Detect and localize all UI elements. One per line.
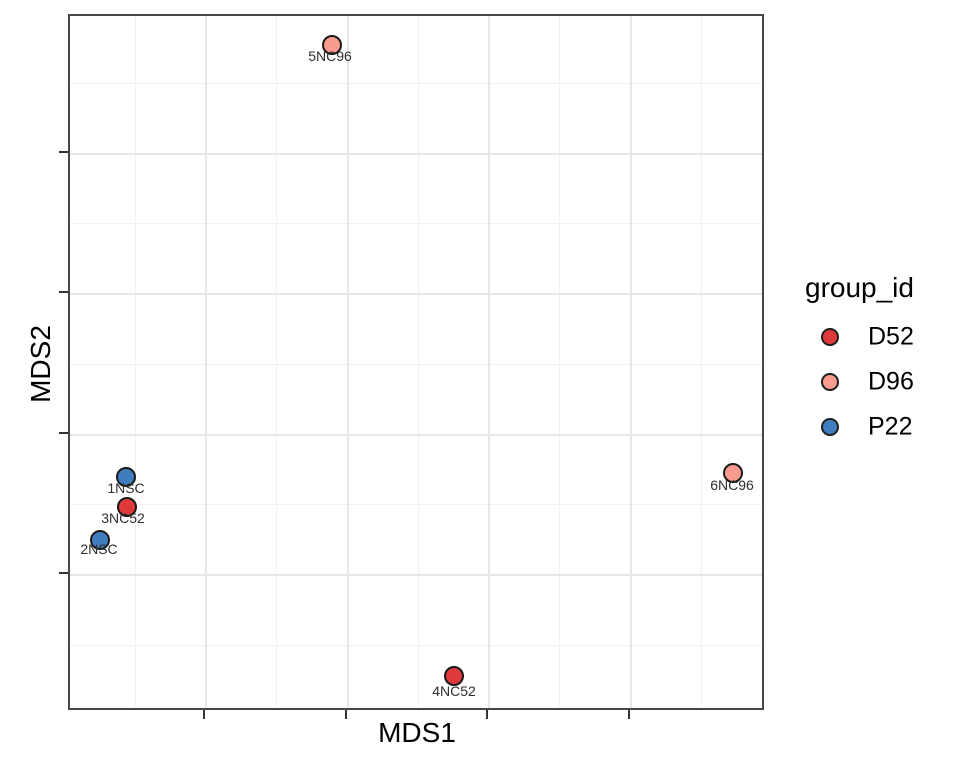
y-axis-tick [59,291,68,293]
horizontal-gridline-minor [70,504,762,506]
vertical-gridline-minor [559,16,561,708]
vertical-gridline-minor [700,16,702,708]
vertical-gridline-minor [417,16,419,708]
y-axis-tick [59,150,68,153]
x-axis-title: MDS1 [378,717,456,748]
x-axis-tick [627,710,630,719]
legend-title: group_id [805,272,914,303]
vertical-gridline-major [346,16,349,708]
y-axis-tick [59,431,68,434]
data-point-3NC52 [117,497,137,517]
data-point-label-5NC96: 5NC96 [308,48,352,64]
y-axis-tick [59,572,68,574]
vertical-gridline-minor [276,16,278,708]
data-point-label-3NC52: 3NC52 [101,510,145,526]
data-point-1NSC [116,467,136,487]
horizontal-gridline-major [70,433,762,436]
vertical-gridline-major [629,16,632,708]
horizontal-gridline-minor [70,644,762,646]
y-axis-title: MDS2 [25,325,56,403]
horizontal-gridline-major [70,152,762,155]
plot-panel [68,14,764,710]
horizontal-gridline-major [70,293,762,295]
legend-key-P22 [821,418,839,436]
legend-label-D96: D96 [868,367,914,396]
data-point-4NC52 [444,666,464,686]
vertical-gridline-major [488,16,490,708]
legend-key-D96 [821,373,839,391]
vertical-gridline-major [205,16,207,708]
x-axis-tick [486,710,488,719]
x-axis-tick [203,710,205,719]
data-point-label-2NSC: 2NSC [80,541,118,557]
vertical-gridline-minor [134,16,136,708]
legend-label-D52: D52 [868,322,914,351]
x-axis-tick [344,710,347,719]
data-point-2NSC [90,530,110,550]
data-point-6NC96 [723,463,743,483]
horizontal-gridline-major [70,574,762,576]
data-point-label-1NSC: 1NSC [107,480,145,496]
data-point-label-4NC52: 4NC52 [432,683,476,699]
horizontal-gridline-minor [70,82,762,84]
legend-label-P22: P22 [868,412,913,441]
horizontal-gridline-minor [70,363,762,365]
horizontal-gridline-minor [70,223,762,225]
legend-key-D52 [821,328,839,346]
data-point-5NC96 [322,35,342,55]
data-point-label-6NC96: 6NC96 [710,477,754,493]
